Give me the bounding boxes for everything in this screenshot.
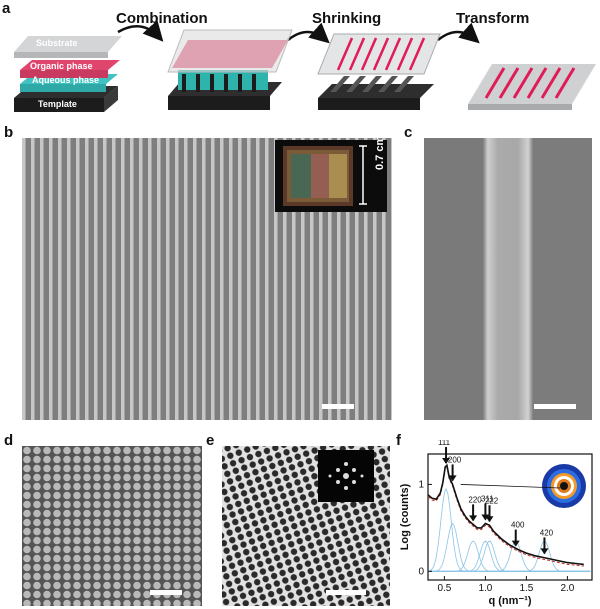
peak-arrowhead: [481, 514, 490, 521]
panel-label-a: a: [2, 0, 11, 17]
layer-stack: [14, 36, 122, 112]
peak-arrowhead: [442, 458, 451, 465]
inset-scale-label: 0.7 cm: [374, 135, 386, 170]
saxs-ring: [560, 482, 568, 490]
peak-arrowhead: [448, 475, 457, 482]
combination-illustration: [167, 29, 293, 110]
panel-d-micrograph: [22, 446, 202, 606]
peak-label-220: 220: [468, 495, 482, 504]
panel-label-b: b: [4, 124, 14, 141]
peak-label-200: 200: [448, 455, 462, 464]
panel-b-inset-photo: [275, 140, 387, 212]
scale-bar-d: [150, 590, 182, 595]
y-axis-label: Log (counts): [399, 483, 411, 550]
substrate-layer: [14, 36, 122, 52]
panel-c-micrograph: [424, 138, 592, 420]
peak-label-222: 222: [485, 496, 499, 505]
step-combination-label: Combination: [116, 10, 208, 27]
layer-label-substrate: Substrate: [36, 38, 78, 48]
scale-bar-e: [326, 590, 366, 595]
peak-label-311: 311: [481, 495, 494, 504]
peak-arrowhead: [540, 548, 549, 555]
scale-bar-b: [322, 404, 354, 409]
x-axis-label: q (nm⁻¹): [488, 595, 531, 607]
transform-illustration: [468, 64, 596, 110]
panel-f-chart: 0.5 1.0 1.5 2.0 0 1 q (nm⁻¹) Log (counts) 111 200…: [399, 440, 593, 607]
layer-label-organic: Organic phase: [30, 61, 93, 71]
fit-component: [428, 540, 591, 572]
layer-label-template: Template: [38, 99, 77, 109]
x-tick-label: 1.0: [478, 583, 492, 594]
panel-label-d: d: [4, 432, 14, 449]
layer-label-aqueous: Aqueous phase: [32, 75, 100, 85]
curved-arrow-2: [287, 22, 330, 44]
peak-arrowhead: [469, 515, 478, 522]
data-series-line: [427, 463, 584, 566]
plot-frame: [427, 453, 593, 581]
y-tick-label: 0: [418, 566, 424, 577]
curved-arrow-1: [117, 20, 164, 42]
curved-arrow-3: [437, 22, 480, 44]
y-tick-label: 1: [418, 479, 424, 490]
x-tick-label: 2.0: [560, 583, 574, 594]
panel-label-f: f: [396, 432, 401, 449]
fit-component: [428, 540, 591, 572]
x-tick-label: 1.5: [519, 583, 533, 594]
panel-label-c: c: [404, 124, 413, 141]
peak-label-111: 111: [438, 440, 451, 447]
panel-e-micrograph: [222, 446, 390, 606]
inset-pointer-line: [460, 484, 561, 489]
scale-bar-c: [534, 404, 576, 409]
peak-arrowhead: [511, 540, 520, 547]
x-tick-label: 0.5: [437, 583, 451, 594]
panel-label-e: e: [206, 432, 215, 449]
peak-label-420: 420: [540, 528, 554, 537]
organic-layer: [20, 60, 120, 70]
peak-label-400: 400: [511, 521, 525, 530]
peak-arrowhead: [485, 516, 494, 523]
panel-a-schematic: [14, 20, 596, 112]
shrinking-illustration: [317, 33, 441, 110]
